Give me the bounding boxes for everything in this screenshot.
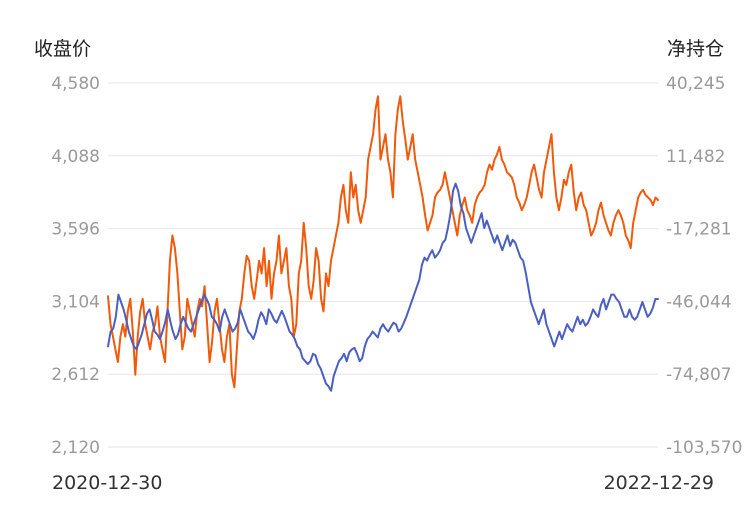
right-tick-label: 40,245 (666, 74, 725, 94)
left-tick-label: 2,612 (51, 365, 100, 385)
net-position-line (107, 95, 659, 389)
x-start-label: 2020-12-30 (52, 472, 162, 494)
x-end-label: 2022-12-29 (604, 472, 714, 494)
right-tick-label: -46,044 (666, 292, 732, 312)
right-axis-title: 净持仓 (667, 38, 724, 60)
left-tick-label: 3,596 (51, 220, 100, 240)
left-tick-label: 4,088 (51, 147, 100, 167)
gridlines (108, 82, 658, 448)
right-tick-label: -103,570 (666, 438, 742, 458)
series-layer (107, 95, 659, 392)
right-tick-label: -17,281 (666, 220, 732, 240)
left-tick-label: 3,104 (51, 292, 100, 312)
left-axis-title: 收盘价 (34, 38, 91, 60)
left-tick-label: 4,580 (51, 74, 100, 94)
left-tick-label: 2,120 (51, 438, 100, 458)
right-tick-label: -74,807 (666, 365, 732, 385)
right-tick-label: 11,482 (666, 147, 725, 167)
axis-labels: 收盘价 净持仓 4,580 40,245 4,088 11,482 3,596 -17,2… (34, 38, 742, 494)
close-price-line (107, 182, 659, 392)
